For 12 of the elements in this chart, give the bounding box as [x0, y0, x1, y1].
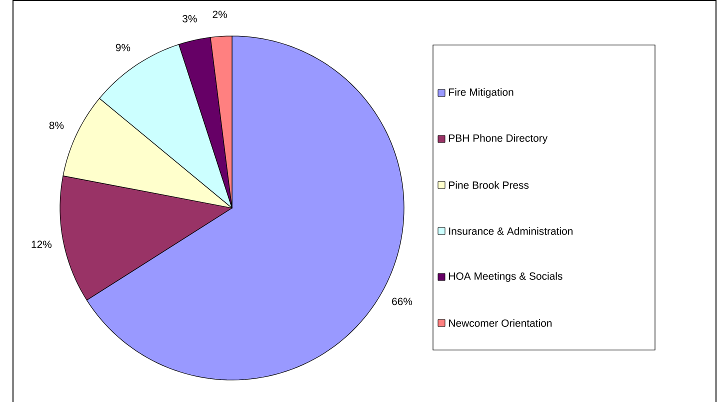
data-label: 12% — [32, 240, 52, 248]
data-label: 8% — [49, 122, 64, 130]
data-label: 66% — [392, 298, 412, 306]
legend-label: Newcomer Orientation — [449, 319, 552, 327]
legend-label: Insurance & Administration — [449, 227, 573, 235]
legend-label: PBH Phone Directory — [449, 134, 548, 144]
legend-label: Pine Brook Press — [449, 181, 529, 189]
legend-label: Fire Mitigation — [449, 88, 514, 98]
data-label: 2% — [212, 10, 228, 18]
legend-label: HOA Meetings & Socials — [449, 272, 562, 282]
data-label: 3% — [182, 14, 197, 22]
data-label: 9% — [116, 44, 130, 52]
